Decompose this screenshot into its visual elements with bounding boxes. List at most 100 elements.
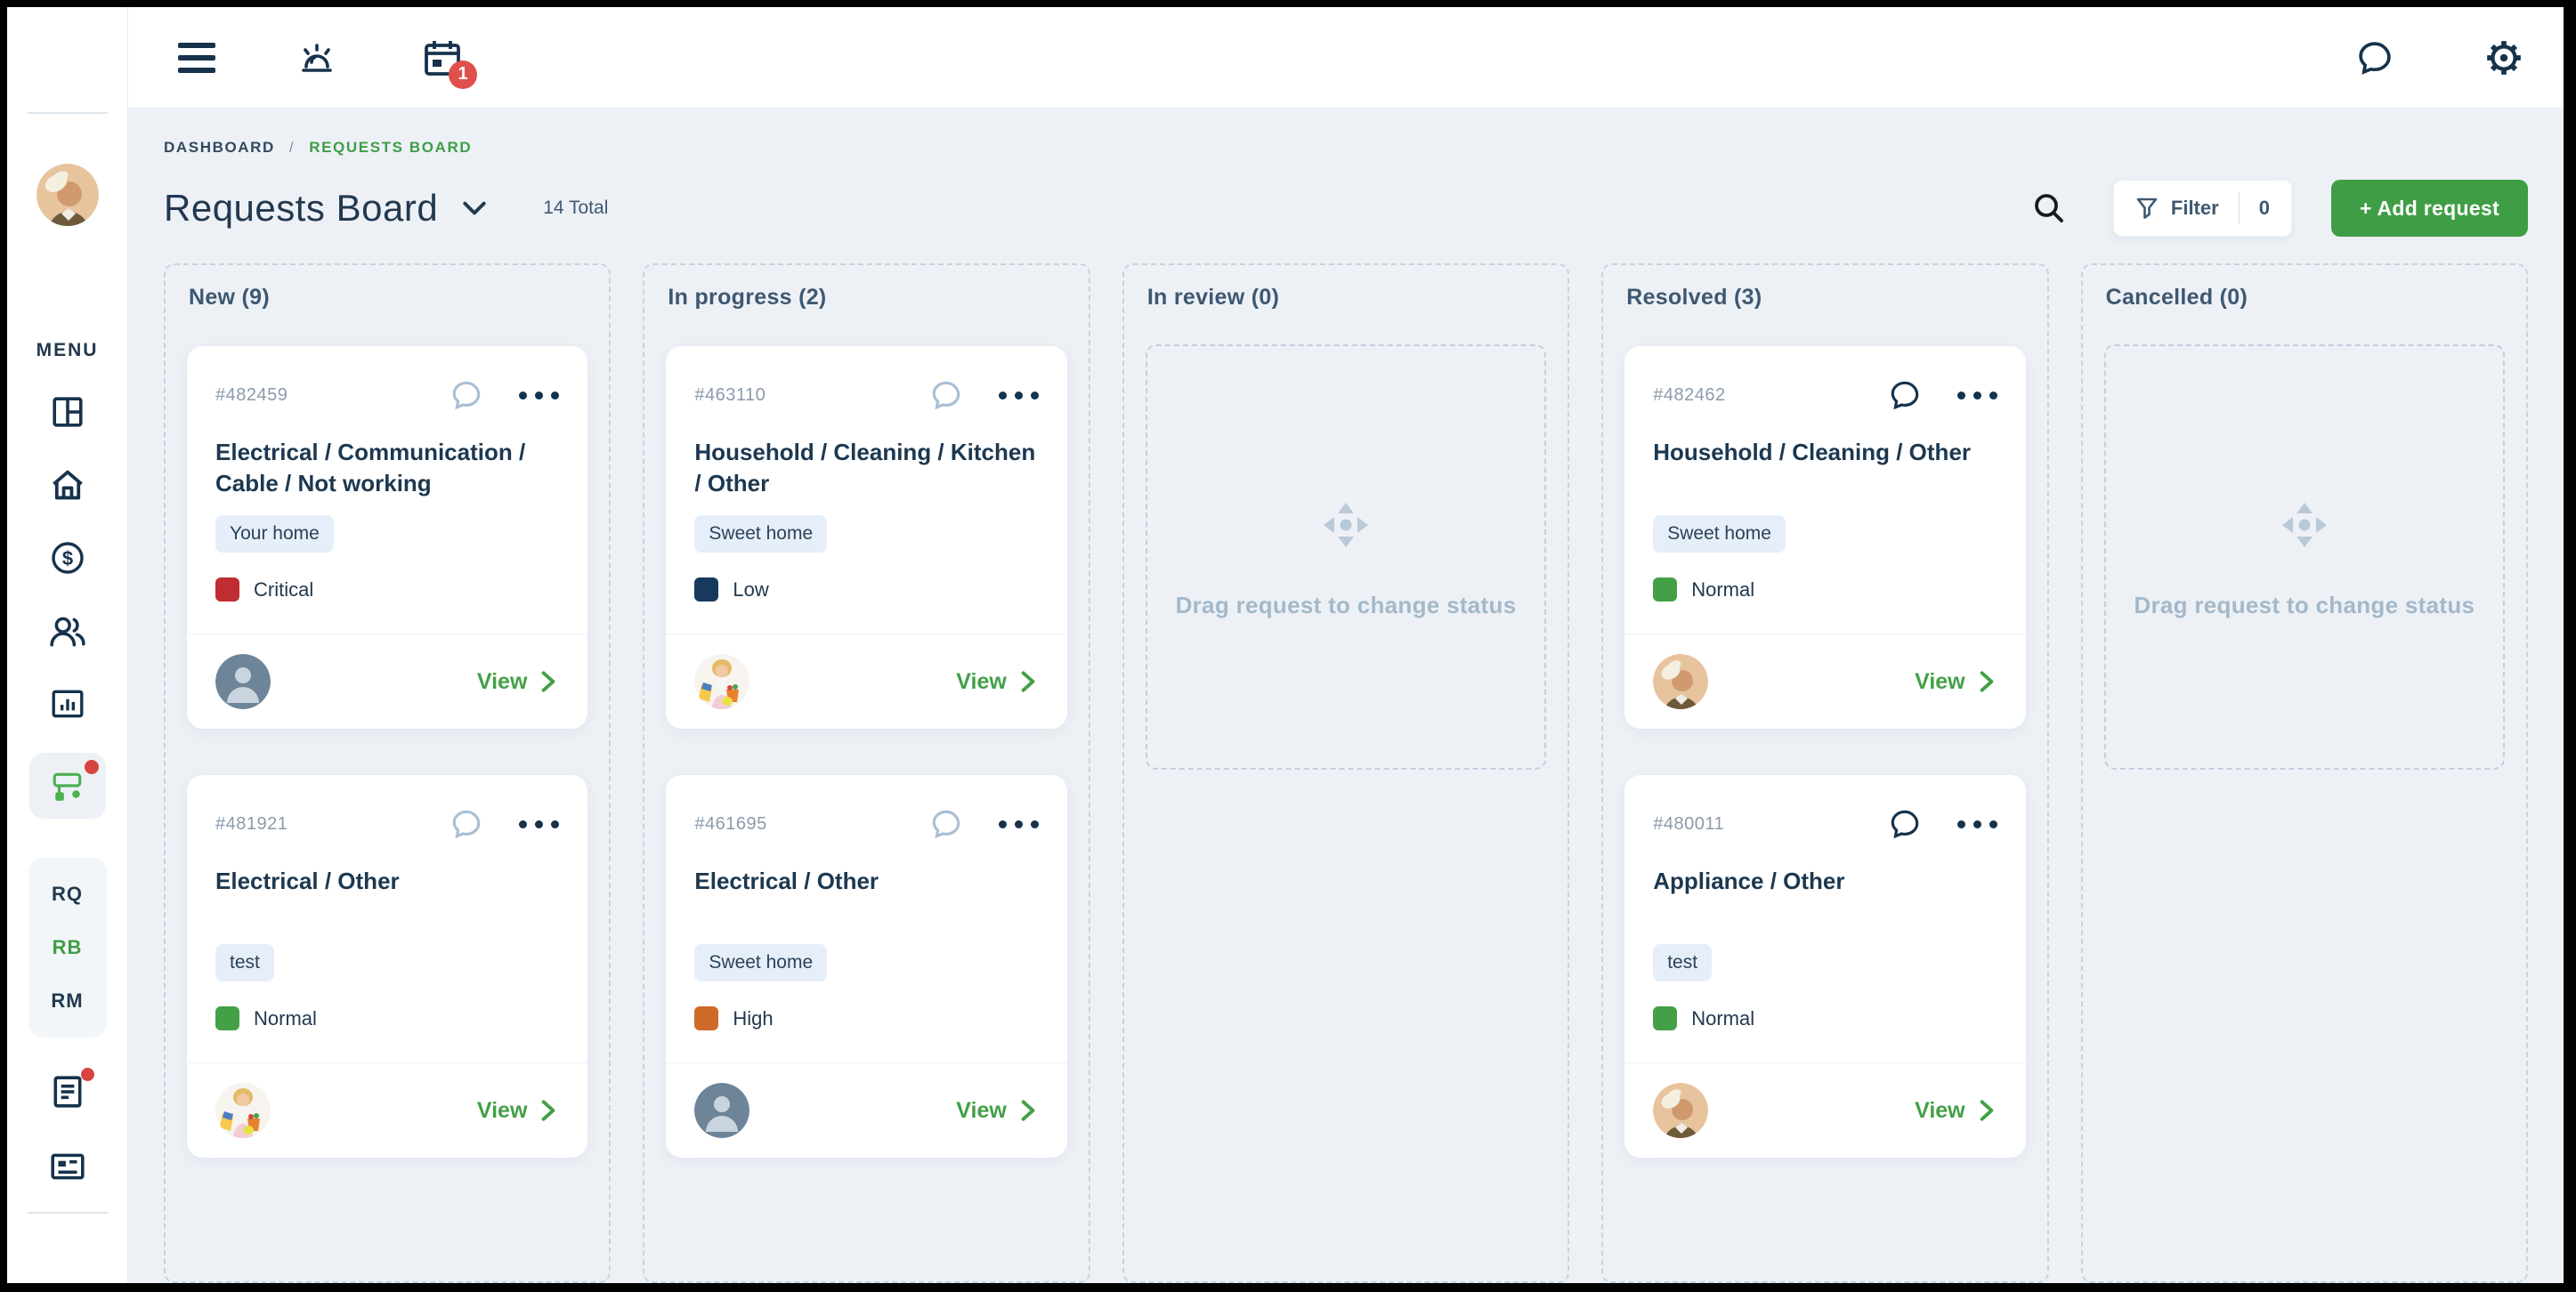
comments-button[interactable] bbox=[450, 378, 483, 412]
request-id: #463110 bbox=[694, 384, 766, 405]
card-actions-menu-button[interactable] bbox=[998, 391, 1039, 400]
filter-divider bbox=[2238, 192, 2240, 224]
comments-button[interactable] bbox=[929, 807, 963, 841]
column-cards: Drag request to change status bbox=[2103, 344, 2506, 770]
request-title: Household / Cleaning / Kitchen / Other bbox=[694, 439, 1036, 497]
placeholder-avatar-icon bbox=[215, 654, 271, 709]
property-tag: Sweet home bbox=[694, 515, 828, 553]
sidebar-shortcut-rb[interactable]: RB bbox=[52, 936, 83, 958]
search-button[interactable] bbox=[2031, 190, 2067, 226]
sidebar-item-dashboard[interactable] bbox=[39, 390, 96, 434]
alarm-siren-icon bbox=[302, 43, 332, 72]
sidebar-shortcut-rq[interactable]: RQ bbox=[52, 883, 83, 905]
user-avatar[interactable] bbox=[36, 164, 99, 226]
sidebar-item-users[interactable] bbox=[39, 609, 96, 653]
request-card[interactable]: #480011 Appliance / Other test Normal bbox=[1624, 775, 2026, 1158]
home-icon bbox=[52, 470, 83, 500]
card-actions-menu-button[interactable] bbox=[998, 820, 1039, 828]
man-with-hat-avatar-image bbox=[1653, 654, 1709, 709]
notification-dot bbox=[84, 760, 99, 774]
filter-funnel-icon bbox=[2136, 198, 2158, 219]
chevron-right-icon bbox=[1980, 671, 1993, 692]
comments-button[interactable] bbox=[929, 378, 963, 412]
board-column: Cancelled (0) Drag request to change sta… bbox=[2080, 263, 2529, 1283]
drag-drop-zone[interactable]: Drag request to change status bbox=[1145, 344, 1547, 770]
sidebar-item-documents[interactable] bbox=[39, 1068, 96, 1114]
chevron-right-icon bbox=[1021, 1100, 1035, 1121]
chat-bubble-icon bbox=[1891, 810, 1918, 839]
sidebar-item-news[interactable] bbox=[39, 1144, 96, 1189]
chevron-right-icon bbox=[1980, 1100, 1993, 1121]
alarm-button[interactable] bbox=[297, 38, 336, 77]
request-card[interactable]: #461695 Electrical / Other Sweet home Hi… bbox=[666, 775, 1067, 1158]
comments-button[interactable] bbox=[1888, 807, 1922, 841]
board-column: In review (0) Drag request to change sta… bbox=[1122, 263, 1570, 1283]
view-label: View bbox=[1915, 668, 1965, 694]
move-arrows-icon bbox=[1324, 502, 1369, 547]
page-title: Requests Board bbox=[164, 187, 439, 229]
view-request-link[interactable]: View bbox=[477, 1098, 560, 1124]
comments-button[interactable] bbox=[450, 807, 483, 841]
card-actions-menu-button[interactable] bbox=[519, 820, 560, 828]
request-id: #480011 bbox=[1653, 813, 1725, 834]
assignee-avatar[interactable] bbox=[1653, 1083, 1709, 1138]
board: New (9) #482459 Electrical / Communicati… bbox=[164, 263, 2529, 1283]
chat-bubble-icon bbox=[932, 810, 960, 839]
priority-label: Normal bbox=[1691, 577, 1755, 601]
assignee-avatar[interactable] bbox=[215, 654, 271, 709]
priority-color-square bbox=[215, 1006, 239, 1030]
request-card[interactable]: #482459 Electrical / Communication / Cab… bbox=[187, 346, 588, 729]
board-column: Resolved (3) #482462 Household / Cleanin… bbox=[1601, 263, 2049, 1283]
column-header: New (9) bbox=[189, 285, 271, 310]
drag-drop-zone[interactable]: Drag request to change status bbox=[2103, 344, 2506, 770]
sidebar-item-reports[interactable] bbox=[39, 682, 96, 726]
request-card[interactable]: #463110 Household / Cleaning / Kitchen /… bbox=[666, 346, 1067, 729]
settings-button[interactable] bbox=[2483, 37, 2524, 78]
chevron-right-icon bbox=[542, 1100, 555, 1121]
assignee-avatar[interactable] bbox=[694, 654, 750, 709]
view-label: View bbox=[956, 1097, 1007, 1123]
dropzone-placeholder-text: Drag request to change status bbox=[1175, 591, 1517, 618]
view-label: View bbox=[956, 668, 1007, 694]
view-label: View bbox=[476, 668, 528, 694]
view-request-link[interactable]: View bbox=[1915, 669, 1997, 695]
view-request-link[interactable]: View bbox=[956, 669, 1039, 695]
breadcrumb-requests-board: REQUESTS BOARD bbox=[309, 139, 473, 156]
sidebar-item-payments[interactable]: $ bbox=[39, 536, 96, 580]
add-request-button[interactable]: + Add request bbox=[2330, 180, 2528, 237]
priority-color-square bbox=[1653, 1006, 1678, 1030]
content-area: DASHBOARD / REQUESTS BOARD Requests Boar… bbox=[128, 109, 2564, 1283]
view-request-link[interactable]: View bbox=[477, 669, 560, 695]
hamburger-menu-button[interactable] bbox=[178, 42, 215, 73]
assignee-avatar[interactable] bbox=[215, 1083, 271, 1138]
filter-button[interactable]: Filter 0 bbox=[2112, 180, 2292, 237]
calendar-button[interactable]: 1 bbox=[422, 37, 477, 89]
filter-count: 0 bbox=[2258, 197, 2270, 219]
request-card[interactable]: #481921 Electrical / Other test Normal bbox=[187, 775, 588, 1158]
property-tag: test bbox=[215, 944, 274, 981]
column-header: Resolved (3) bbox=[1626, 285, 1762, 310]
messages-button[interactable] bbox=[2355, 38, 2394, 77]
property-tag: Sweet home bbox=[694, 944, 828, 981]
breadcrumb-separator: / bbox=[288, 139, 296, 156]
view-request-link[interactable]: View bbox=[1915, 1098, 1997, 1124]
assignee-avatar[interactable] bbox=[1653, 654, 1709, 709]
total-count: 14 Total bbox=[543, 198, 609, 218]
sidebar-item-requests-board-active[interactable] bbox=[28, 753, 106, 819]
topbar: 1 bbox=[128, 7, 2564, 109]
view-request-link[interactable]: View bbox=[956, 1098, 1039, 1124]
card-actions-menu-button[interactable] bbox=[1956, 820, 1997, 828]
cleaner-avatar-image bbox=[694, 654, 750, 709]
assignee-avatar[interactable] bbox=[694, 1083, 750, 1138]
comments-button[interactable] bbox=[1888, 378, 1922, 412]
request-card[interactable]: #482462 Household / Cleaning / Other Swe… bbox=[1624, 346, 2026, 729]
man-with-hat-avatar-image bbox=[1653, 1083, 1709, 1138]
board-switcher-dropdown[interactable] bbox=[461, 198, 488, 218]
breadcrumb-dashboard[interactable]: DASHBOARD bbox=[164, 139, 275, 156]
card-actions-menu-button[interactable] bbox=[1956, 391, 1997, 400]
sidebar-item-home[interactable] bbox=[39, 463, 96, 507]
priority-row: Low bbox=[694, 577, 1038, 602]
sidebar-shortcut-rm[interactable]: RM bbox=[51, 989, 84, 1012]
request-title: Electrical / Other bbox=[215, 868, 400, 894]
card-actions-menu-button[interactable] bbox=[519, 391, 560, 400]
